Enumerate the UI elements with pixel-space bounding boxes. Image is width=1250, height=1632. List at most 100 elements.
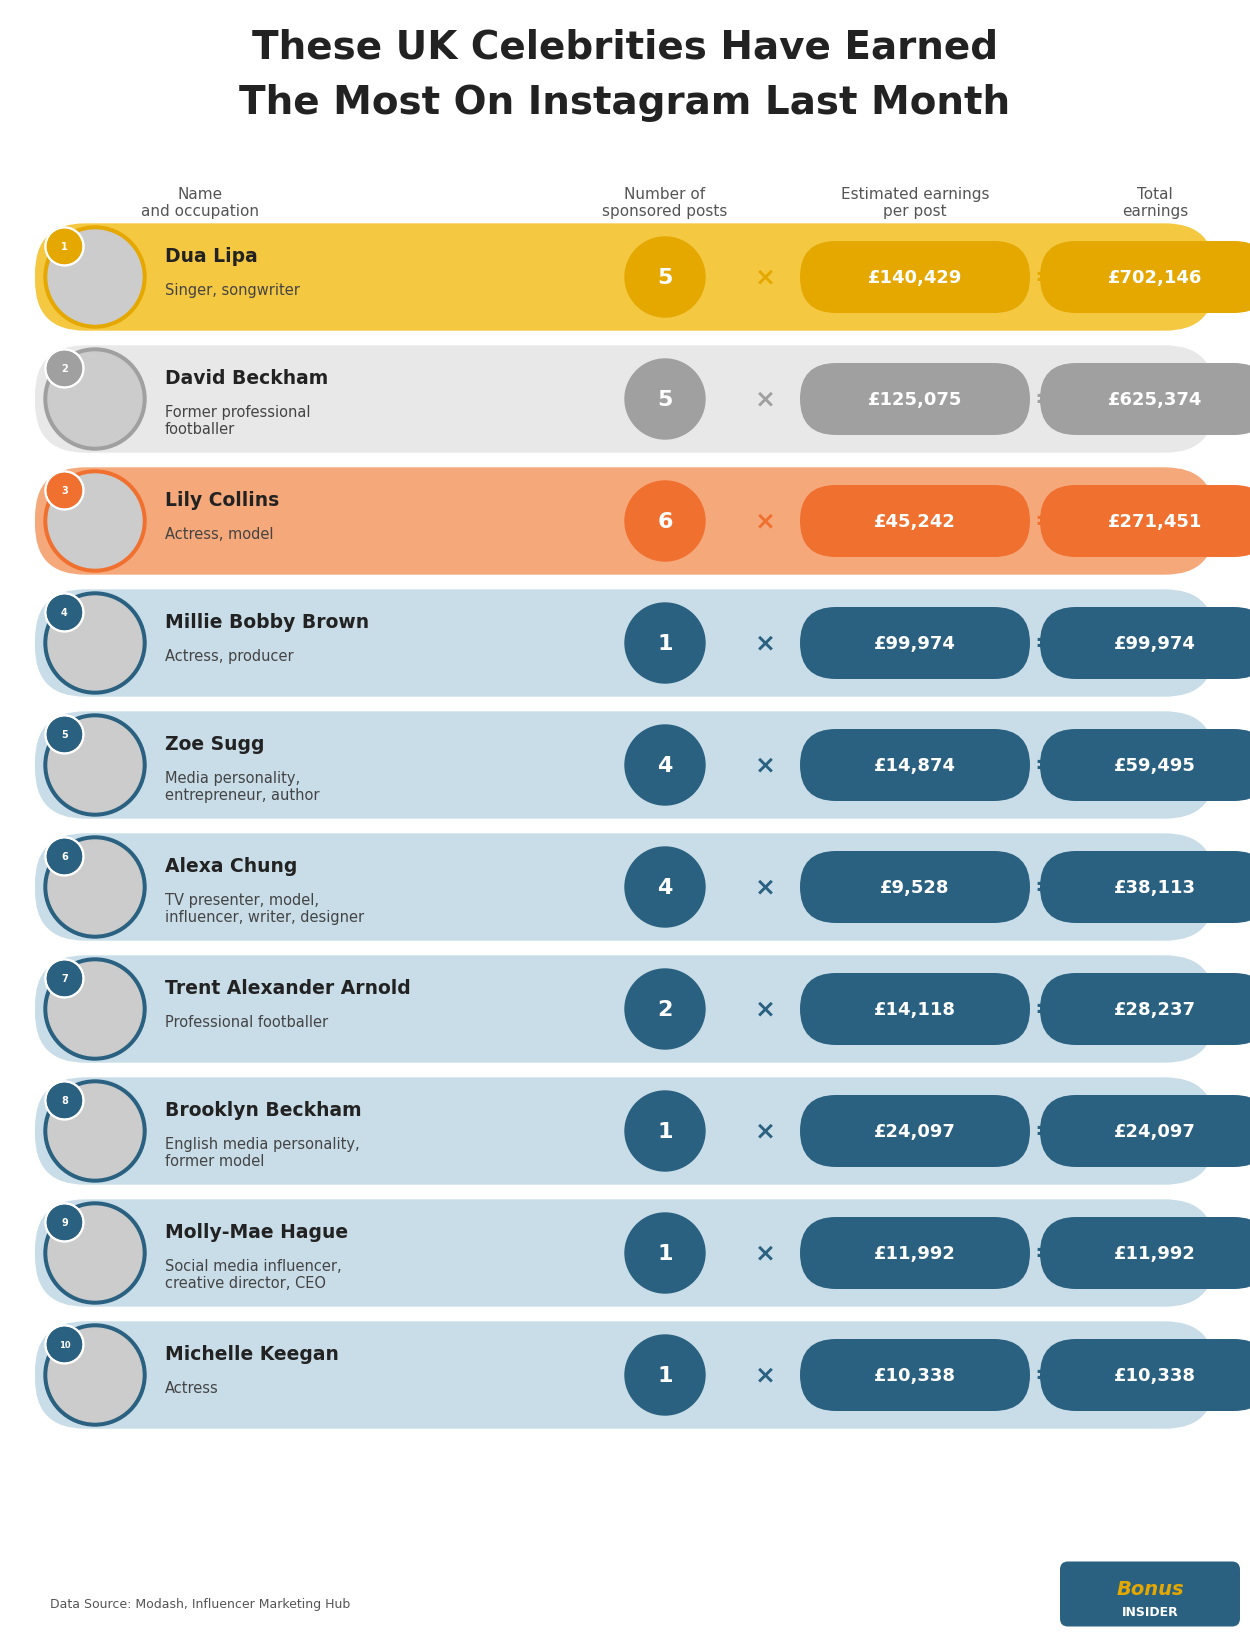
Text: ×: × <box>755 875 775 899</box>
Text: 5: 5 <box>658 268 672 287</box>
Circle shape <box>45 960 84 999</box>
Text: 4: 4 <box>658 756 672 775</box>
FancyBboxPatch shape <box>1040 364 1250 436</box>
Text: 5: 5 <box>61 730 68 739</box>
Circle shape <box>48 597 142 690</box>
Circle shape <box>48 353 142 447</box>
Text: Lily Collins: Lily Collins <box>165 491 279 509</box>
Text: =: = <box>1035 266 1055 290</box>
Circle shape <box>44 1324 146 1426</box>
Circle shape <box>48 230 81 264</box>
FancyBboxPatch shape <box>35 589 1215 697</box>
Text: ×: × <box>755 997 775 1022</box>
Circle shape <box>48 718 142 813</box>
Text: £140,429: £140,429 <box>867 269 962 287</box>
Text: £702,146: £702,146 <box>1108 269 1202 287</box>
Text: Data Source: Modash, Influencer Marketing Hub: Data Source: Modash, Influencer Marketin… <box>50 1598 350 1611</box>
Text: £99,974: £99,974 <box>1114 635 1196 653</box>
FancyBboxPatch shape <box>35 468 1215 576</box>
Text: £14,118: £14,118 <box>874 1000 956 1018</box>
FancyBboxPatch shape <box>1040 1340 1250 1412</box>
FancyBboxPatch shape <box>1040 730 1250 801</box>
FancyBboxPatch shape <box>1040 607 1250 679</box>
FancyBboxPatch shape <box>800 607 1030 679</box>
Text: 10: 10 <box>59 1340 70 1350</box>
Circle shape <box>44 1080 146 1182</box>
Circle shape <box>48 1084 81 1118</box>
Circle shape <box>48 840 142 935</box>
Circle shape <box>48 1206 81 1240</box>
FancyBboxPatch shape <box>1040 242 1250 313</box>
Circle shape <box>45 715 84 754</box>
Text: £625,374: £625,374 <box>1108 390 1202 408</box>
Text: 7: 7 <box>61 974 68 984</box>
Text: £38,113: £38,113 <box>1114 878 1196 896</box>
Circle shape <box>48 1328 81 1361</box>
Text: Number of
sponsored posts: Number of sponsored posts <box>602 186 728 219</box>
Text: 1: 1 <box>61 242 68 253</box>
Circle shape <box>48 963 142 1056</box>
Text: £10,338: £10,338 <box>1114 1366 1196 1384</box>
Text: ×: × <box>755 509 775 534</box>
Text: English media personality,
former model: English media personality, former model <box>165 1136 360 1169</box>
Text: 6: 6 <box>658 512 672 532</box>
Circle shape <box>625 1335 705 1415</box>
Text: Name
and occupation: Name and occupation <box>141 186 259 219</box>
FancyBboxPatch shape <box>35 956 1215 1062</box>
Circle shape <box>625 359 705 439</box>
FancyBboxPatch shape <box>1040 852 1250 924</box>
Text: Bonus: Bonus <box>1116 1580 1184 1598</box>
Circle shape <box>45 1082 84 1120</box>
Text: Alexa Chung: Alexa Chung <box>165 857 298 875</box>
FancyBboxPatch shape <box>35 712 1215 819</box>
Text: Professional footballer: Professional footballer <box>165 1015 328 1030</box>
Text: Dua Lipa: Dua Lipa <box>165 246 258 266</box>
FancyBboxPatch shape <box>1040 1217 1250 1289</box>
Text: Total
earnings: Total earnings <box>1122 186 1188 219</box>
FancyBboxPatch shape <box>35 346 1215 454</box>
FancyBboxPatch shape <box>1040 973 1250 1046</box>
Text: Estimated earnings
per post: Estimated earnings per post <box>841 186 989 219</box>
Circle shape <box>45 472 84 511</box>
Text: These UK Celebrities Have Earned: These UK Celebrities Have Earned <box>253 29 998 67</box>
Circle shape <box>48 230 142 325</box>
Circle shape <box>48 475 81 508</box>
Circle shape <box>44 1203 146 1304</box>
Text: £125,075: £125,075 <box>867 390 962 408</box>
Circle shape <box>625 238 705 318</box>
Circle shape <box>48 596 81 630</box>
Text: ×: × <box>755 754 775 777</box>
Text: Brooklyn Beckham: Brooklyn Beckham <box>165 1100 361 1120</box>
Text: INSIDER: INSIDER <box>1121 1606 1179 1619</box>
Circle shape <box>48 718 81 752</box>
Circle shape <box>625 604 705 684</box>
Circle shape <box>48 475 142 568</box>
FancyBboxPatch shape <box>1040 1095 1250 1167</box>
Text: Actress, producer: Actress, producer <box>165 648 294 664</box>
Circle shape <box>48 353 81 387</box>
Circle shape <box>45 837 84 876</box>
Circle shape <box>44 837 146 938</box>
Circle shape <box>45 1203 84 1242</box>
Text: £10,338: £10,338 <box>874 1366 956 1384</box>
Circle shape <box>48 1328 81 1361</box>
Text: ×: × <box>755 388 775 411</box>
Circle shape <box>625 969 705 1049</box>
Text: Molly-Mae Hague: Molly-Mae Hague <box>165 1222 348 1242</box>
Circle shape <box>45 1325 84 1364</box>
Text: 1: 1 <box>658 1364 672 1386</box>
Text: =: = <box>1035 1363 1055 1387</box>
Text: £11,992: £11,992 <box>1114 1244 1196 1262</box>
Circle shape <box>45 349 84 388</box>
Text: =: = <box>1035 1120 1055 1144</box>
Circle shape <box>48 1084 142 1178</box>
FancyBboxPatch shape <box>800 852 1030 924</box>
Circle shape <box>625 1213 705 1293</box>
Text: £99,974: £99,974 <box>874 635 956 653</box>
Text: ×: × <box>755 632 775 656</box>
Text: David Beckham: David Beckham <box>165 369 329 388</box>
Text: Actress: Actress <box>165 1381 219 1395</box>
Text: 2: 2 <box>658 999 672 1020</box>
Text: £11,992: £11,992 <box>874 1244 956 1262</box>
Circle shape <box>48 961 81 996</box>
